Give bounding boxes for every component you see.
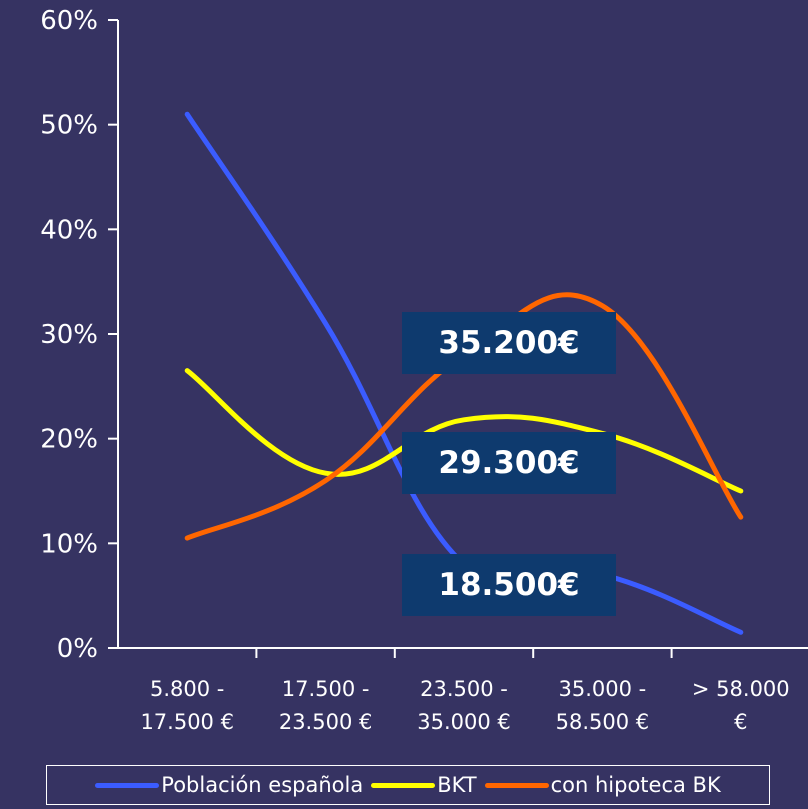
x-tick-label: 35.000 - bbox=[559, 677, 647, 701]
y-tick-label: 10% bbox=[40, 529, 98, 559]
chart-legend: Población española BKT con hipoteca BK bbox=[46, 765, 770, 805]
x-tick-label: 35.000 € bbox=[417, 710, 511, 734]
x-tick-label: 23.500 - bbox=[420, 677, 508, 701]
legend-swatch-hipoteca bbox=[484, 782, 549, 788]
legend-swatch-bkt bbox=[371, 782, 436, 788]
series-line-0 bbox=[184, 111, 744, 635]
x-tick-label: 17.500 - bbox=[282, 677, 370, 701]
x-tick-label: 5.800 - bbox=[150, 677, 224, 701]
y-tick-label: 20% bbox=[40, 425, 98, 455]
x-tick-label: 17.500 € bbox=[140, 710, 234, 734]
y-tick-label: 30% bbox=[40, 320, 98, 350]
y-tick-label: 0% bbox=[57, 634, 98, 664]
annotation-callout-middle: 29.300€ bbox=[402, 432, 616, 494]
legend-item-poblacion: Población española bbox=[95, 773, 363, 797]
y-tick-label: 60% bbox=[40, 6, 98, 36]
chart-tick-labels: 0% 10% 20% 30% 40% 50% 60% 5.800 - 17.500 € 17.50… bbox=[40, 6, 789, 734]
x-tick-label: 23.500 € bbox=[279, 710, 373, 734]
x-tick-label: € bbox=[734, 710, 747, 734]
legend-item-hipoteca: con hipoteca BK bbox=[484, 773, 721, 797]
y-tick-label: 40% bbox=[40, 215, 98, 245]
legend-label-poblacion: Población española bbox=[161, 773, 364, 797]
y-tick-label: 50% bbox=[40, 111, 98, 141]
x-tick-label: 58.500 € bbox=[556, 710, 650, 734]
x-tick-label: > 58.000 bbox=[692, 677, 790, 701]
annotation-callout-top: 35.200€ bbox=[402, 312, 616, 374]
series-line-1 bbox=[184, 368, 744, 494]
chart-axes bbox=[108, 19, 808, 658]
legend-item-bkt: BKT bbox=[371, 773, 477, 797]
legend-swatch-poblacion bbox=[95, 782, 160, 788]
annotation-callout-bottom: 18.500€ bbox=[402, 554, 616, 616]
legend-label-hipoteca: con hipoteca BK bbox=[550, 773, 721, 797]
legend-label-bkt: BKT bbox=[437, 773, 477, 797]
